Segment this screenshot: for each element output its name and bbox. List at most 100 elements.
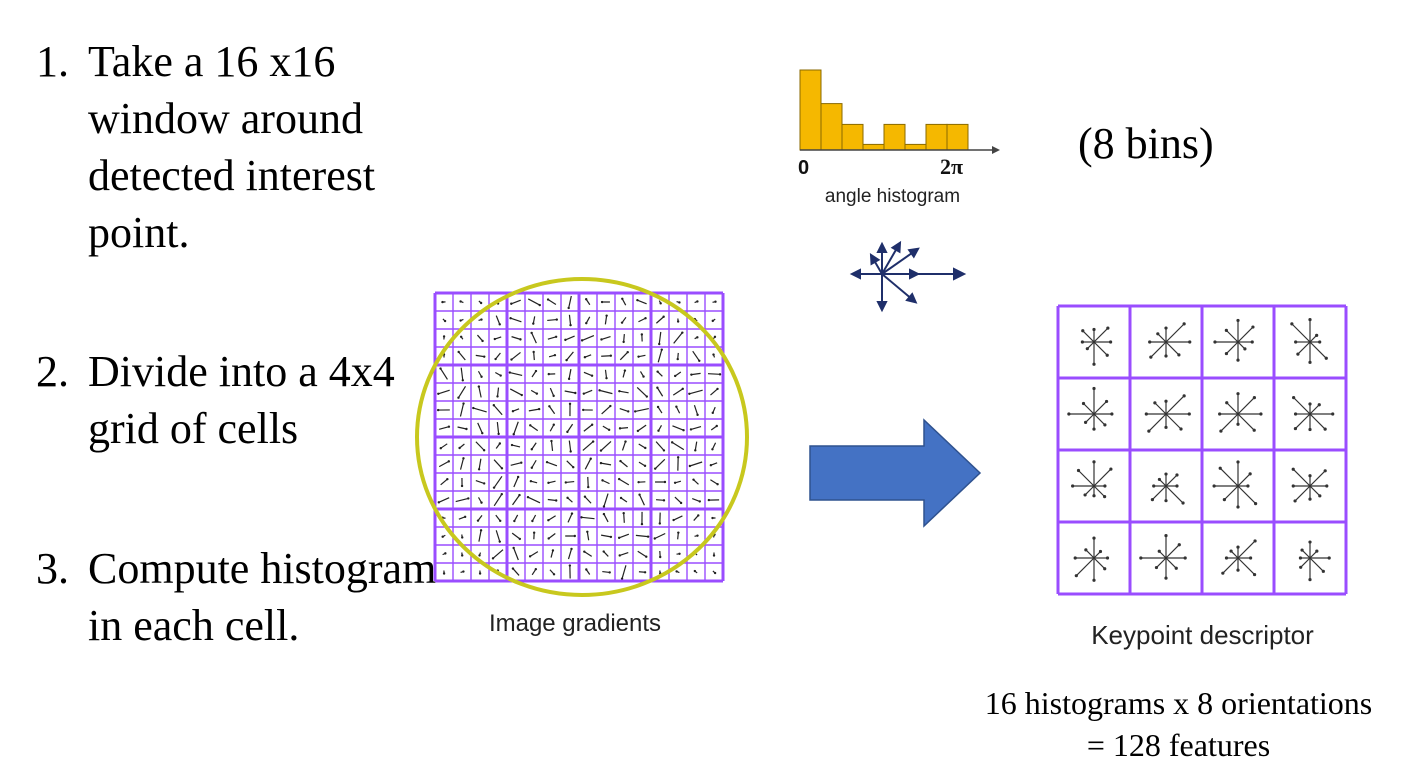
gradient-arrow bbox=[599, 389, 613, 395]
orientation-arrowhead bbox=[1253, 539, 1257, 543]
orientation-arrowhead bbox=[1085, 347, 1089, 351]
gradient-arrow bbox=[567, 513, 573, 523]
gradient-arrowhead bbox=[547, 372, 550, 376]
gradient-arrow bbox=[601, 405, 611, 415]
gradient-arrow bbox=[493, 404, 503, 416]
gradient-arrowhead bbox=[711, 448, 714, 451]
gradient-arrow bbox=[618, 478, 630, 486]
compass-arrowhead bbox=[905, 292, 918, 304]
orientation-arrowhead bbox=[1164, 472, 1168, 476]
orientation-arrowhead bbox=[1150, 497, 1155, 502]
gradient-arrowhead bbox=[532, 350, 535, 354]
gradient-arrowhead bbox=[492, 486, 496, 489]
gradient-arrowhead bbox=[619, 459, 622, 463]
orientation-arrowhead bbox=[1144, 412, 1148, 416]
gradient-arrowhead bbox=[711, 319, 714, 323]
gradient-arrow bbox=[566, 351, 574, 361]
gradient-arrowhead bbox=[637, 480, 640, 484]
gradient-arrowhead bbox=[480, 375, 483, 378]
orientation-ray bbox=[1150, 341, 1167, 358]
orientation-arrowhead bbox=[1308, 474, 1312, 478]
gradient-arrowhead bbox=[446, 477, 449, 481]
gradient-arrow bbox=[692, 498, 700, 502]
orientation-arrowhead bbox=[1229, 549, 1233, 553]
orientation-ray bbox=[1165, 557, 1177, 569]
orientation-arrowhead bbox=[1092, 494, 1096, 498]
orientation-ray bbox=[1085, 549, 1095, 559]
gradient-arrowhead bbox=[636, 429, 640, 433]
orientation-arrowhead bbox=[1156, 332, 1160, 336]
gradient-arrowhead bbox=[481, 431, 484, 435]
gradient-arrowhead bbox=[620, 321, 624, 324]
orientation-ray bbox=[1165, 544, 1180, 559]
gradient-arrowhead bbox=[640, 522, 644, 526]
gradient-arrowhead bbox=[480, 318, 483, 321]
gradient-arrows bbox=[436, 295, 722, 580]
orientation-ray bbox=[1293, 397, 1311, 415]
orientation-arrowhead bbox=[1092, 536, 1096, 540]
orientation-arrowhead bbox=[1224, 328, 1228, 332]
orientation-arrowhead bbox=[1308, 317, 1312, 322]
gradient-arrow bbox=[477, 422, 483, 434]
compass-arrowhead bbox=[849, 268, 861, 280]
histogram-caption: angle histogram bbox=[824, 186, 961, 207]
orientation-arrowhead bbox=[1259, 412, 1263, 416]
gradient-arrow bbox=[493, 475, 503, 489]
gradient-arrowhead bbox=[457, 396, 460, 399]
orientation-arrowhead bbox=[1164, 326, 1168, 330]
orientation-ray bbox=[1309, 557, 1324, 572]
gradient-arrow bbox=[550, 550, 554, 558]
gradient-arrow bbox=[511, 532, 521, 540]
gradient-arrowhead bbox=[459, 335, 463, 338]
orientation-arrowhead bbox=[1213, 340, 1217, 344]
gradient-arrowhead bbox=[600, 338, 603, 341]
gradient-arrowhead bbox=[696, 413, 699, 417]
orientation-arrowhead bbox=[1183, 556, 1187, 560]
gradient-arrow bbox=[511, 299, 521, 305]
gradient-arrowhead bbox=[673, 374, 677, 378]
gradient-arrow bbox=[547, 299, 557, 305]
gradient-arrow bbox=[583, 389, 593, 395]
gradient-arrow bbox=[674, 496, 682, 504]
orientation-ray bbox=[1165, 341, 1180, 356]
gradient-arrowhead bbox=[545, 460, 549, 464]
gradient-arrow bbox=[675, 406, 681, 414]
gradient-arrow bbox=[637, 424, 647, 432]
gradient-arrowhead bbox=[646, 535, 650, 538]
orientation-arrowhead bbox=[1103, 423, 1107, 427]
gradient-arrowhead bbox=[599, 461, 603, 465]
gradient-arrowhead bbox=[676, 456, 680, 459]
compass-arrowhead bbox=[876, 241, 888, 253]
gradient-arrowhead bbox=[565, 358, 568, 362]
orientation-ray bbox=[1237, 557, 1255, 575]
gradient-arrowhead bbox=[462, 402, 465, 405]
gradient-arrow bbox=[496, 387, 500, 397]
orientation-arrowhead bbox=[1250, 340, 1254, 344]
gradient-arrowhead bbox=[566, 496, 569, 500]
gradient-arrow bbox=[600, 534, 612, 538]
gradient-arrowhead bbox=[598, 389, 601, 392]
orientation-ray bbox=[1220, 413, 1239, 432]
gradient-arrow bbox=[568, 314, 572, 326]
gradient-arrow bbox=[476, 334, 484, 342]
step-1-number: 1. bbox=[36, 37, 69, 86]
gradient-arrow bbox=[657, 406, 663, 414]
orientation-arrowhead bbox=[1296, 352, 1300, 356]
gradient-arrow bbox=[457, 426, 467, 430]
orientation-arrowhead bbox=[1308, 497, 1312, 501]
gradient-arrow bbox=[473, 407, 487, 413]
gradient-arrowhead bbox=[564, 481, 567, 484]
gradient-arrowhead bbox=[618, 554, 621, 557]
angle-histogram: 0 2π bbox=[798, 69, 1000, 179]
gradient-arrow bbox=[532, 316, 536, 324]
gradient-arrow bbox=[600, 462, 612, 466]
orientation-arrowhead bbox=[1327, 556, 1331, 560]
gradient-arrowhead bbox=[462, 457, 465, 460]
gradient-arrowhead bbox=[636, 298, 639, 302]
orientation-ray bbox=[1309, 341, 1327, 359]
gradient-arrow bbox=[654, 458, 666, 470]
gradient-arrowhead bbox=[589, 457, 592, 460]
orientation-arrowhead bbox=[1182, 394, 1186, 398]
orientation-arrowhead bbox=[1149, 355, 1153, 359]
gradient-arrowhead bbox=[644, 446, 647, 450]
